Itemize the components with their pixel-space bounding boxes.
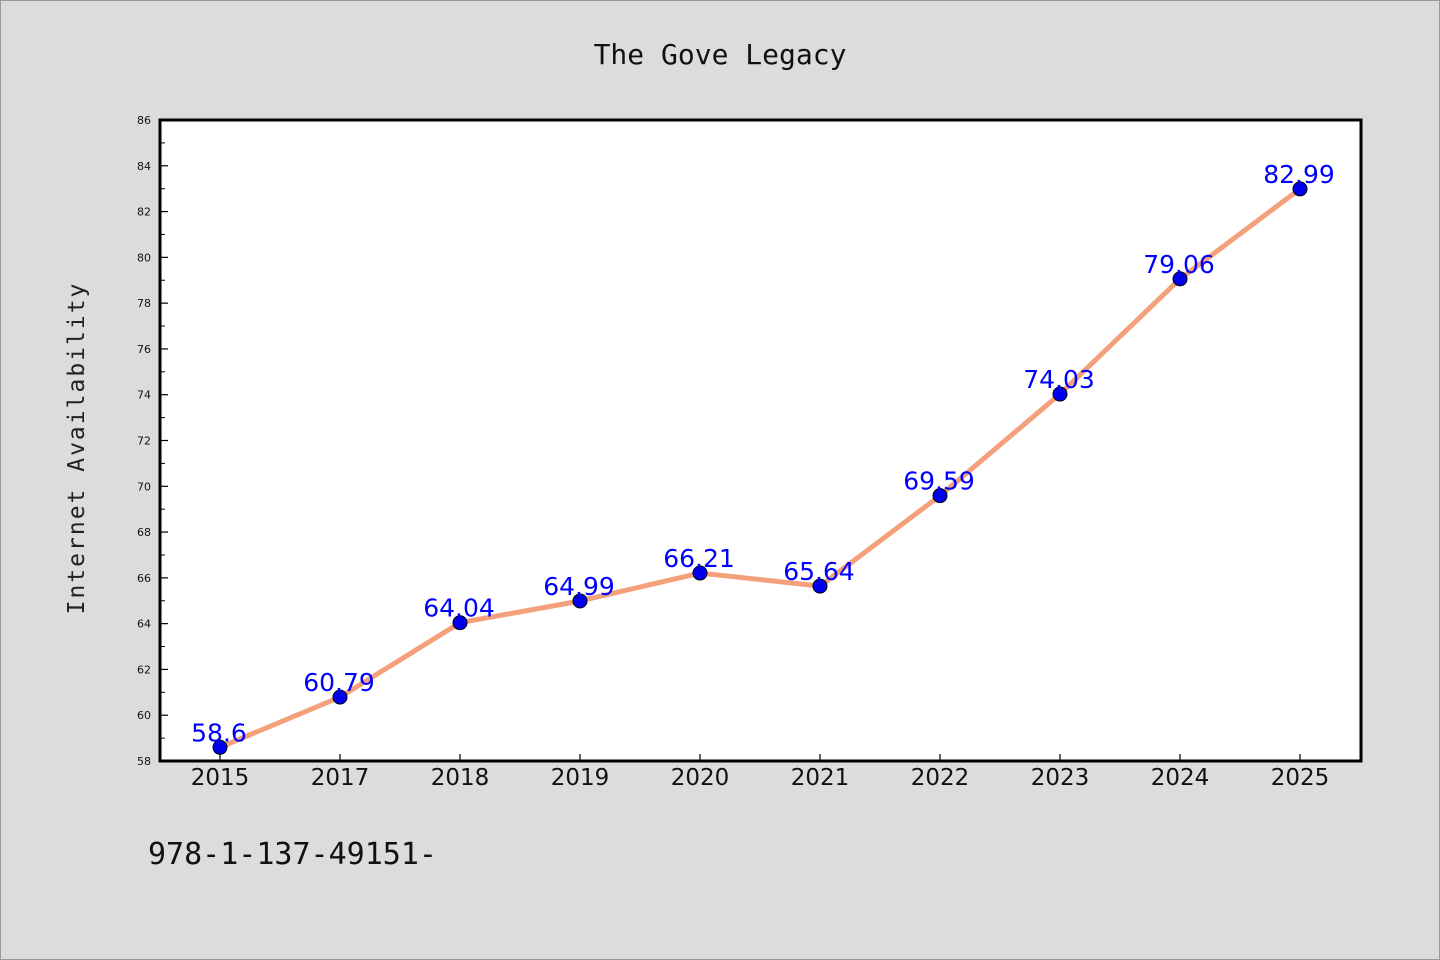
y-tick-label-7: 72 <box>137 435 151 448</box>
x-tick-label-6: 2022 <box>911 765 970 791</box>
y-tick-label-0: 58 <box>137 755 151 768</box>
y-ticks: 58 60 62 64 66 68 70 72 74 76 78 80 82 84 86 <box>137 114 168 768</box>
data-labels: 58.6 60.79 64.04 64.99 66.21 65.64 69.59 74.03 7… <box>191 160 1335 747</box>
data-label-7: 74.03 <box>1023 365 1095 394</box>
y-axis-label: Internet Availability <box>64 282 90 615</box>
data-label-4: 66.21 <box>663 544 735 573</box>
data-label-8: 79.06 <box>1143 250 1215 279</box>
data-markers <box>212 181 1308 755</box>
data-label-3: 64.99 <box>543 572 615 601</box>
data-point-0 <box>212 739 228 755</box>
data-label-9: 82.99 <box>1263 160 1335 189</box>
x-tick-label-4: 2020 <box>671 765 730 791</box>
y-tick-label-9: 76 <box>137 343 151 356</box>
data-label-1: 60.79 <box>303 668 375 697</box>
x-tick-label-7: 2023 <box>1031 765 1090 791</box>
data-point-6 <box>932 488 948 504</box>
data-point-9 <box>1292 181 1308 197</box>
data-point-8 <box>1172 271 1188 287</box>
x-tick-label-3: 2019 <box>551 765 610 791</box>
y-tick-label-10: 78 <box>137 297 151 310</box>
y-tick-label-14: 86 <box>137 114 151 127</box>
data-label-0: 58.6 <box>191 718 247 747</box>
data-point-1 <box>332 689 348 705</box>
data-label-2: 64.04 <box>423 594 495 623</box>
x-tick-label-1: 2017 <box>311 765 370 791</box>
x-tick-label-0: 2015 <box>191 765 250 791</box>
y-minor-ticks <box>160 142 165 739</box>
x-tick-label-2: 2018 <box>431 765 490 791</box>
y-tick-label-3: 64 <box>137 618 151 631</box>
data-point-5 <box>812 578 828 594</box>
y-tick-label-5: 68 <box>137 526 151 539</box>
y-tick-label-6: 70 <box>137 480 151 493</box>
y-tick-label-12: 82 <box>137 206 151 219</box>
x-tick-label-5: 2021 <box>791 765 850 791</box>
data-point-3 <box>572 593 588 609</box>
y-tick-label-4: 66 <box>137 572 151 585</box>
x-tick-label-9: 2025 <box>1271 765 1330 791</box>
y-tick-label-1: 60 <box>137 709 151 722</box>
y-tick-label-8: 74 <box>137 389 151 402</box>
x-ticks: 2015 2017 2018 2019 2020 2021 2022 2023 2024 2025 <box>191 754 1330 791</box>
y-tick-label-13: 84 <box>137 160 151 173</box>
data-point-4 <box>692 565 708 581</box>
data-label-5: 65.64 <box>783 557 855 586</box>
data-point-7 <box>1052 386 1068 402</box>
data-label-6: 69.59 <box>903 467 975 496</box>
series-line <box>217 186 1303 750</box>
footer-text: 978-1-137-49151- <box>148 837 437 872</box>
y-tick-label-2: 62 <box>137 663 151 676</box>
plot-area <box>158 118 1363 763</box>
chart-title: The Gove Legacy <box>594 38 847 71</box>
y-tick-label-11: 80 <box>137 251 151 264</box>
x-tick-label-8: 2024 <box>1151 765 1210 791</box>
data-point-2 <box>452 615 468 631</box>
